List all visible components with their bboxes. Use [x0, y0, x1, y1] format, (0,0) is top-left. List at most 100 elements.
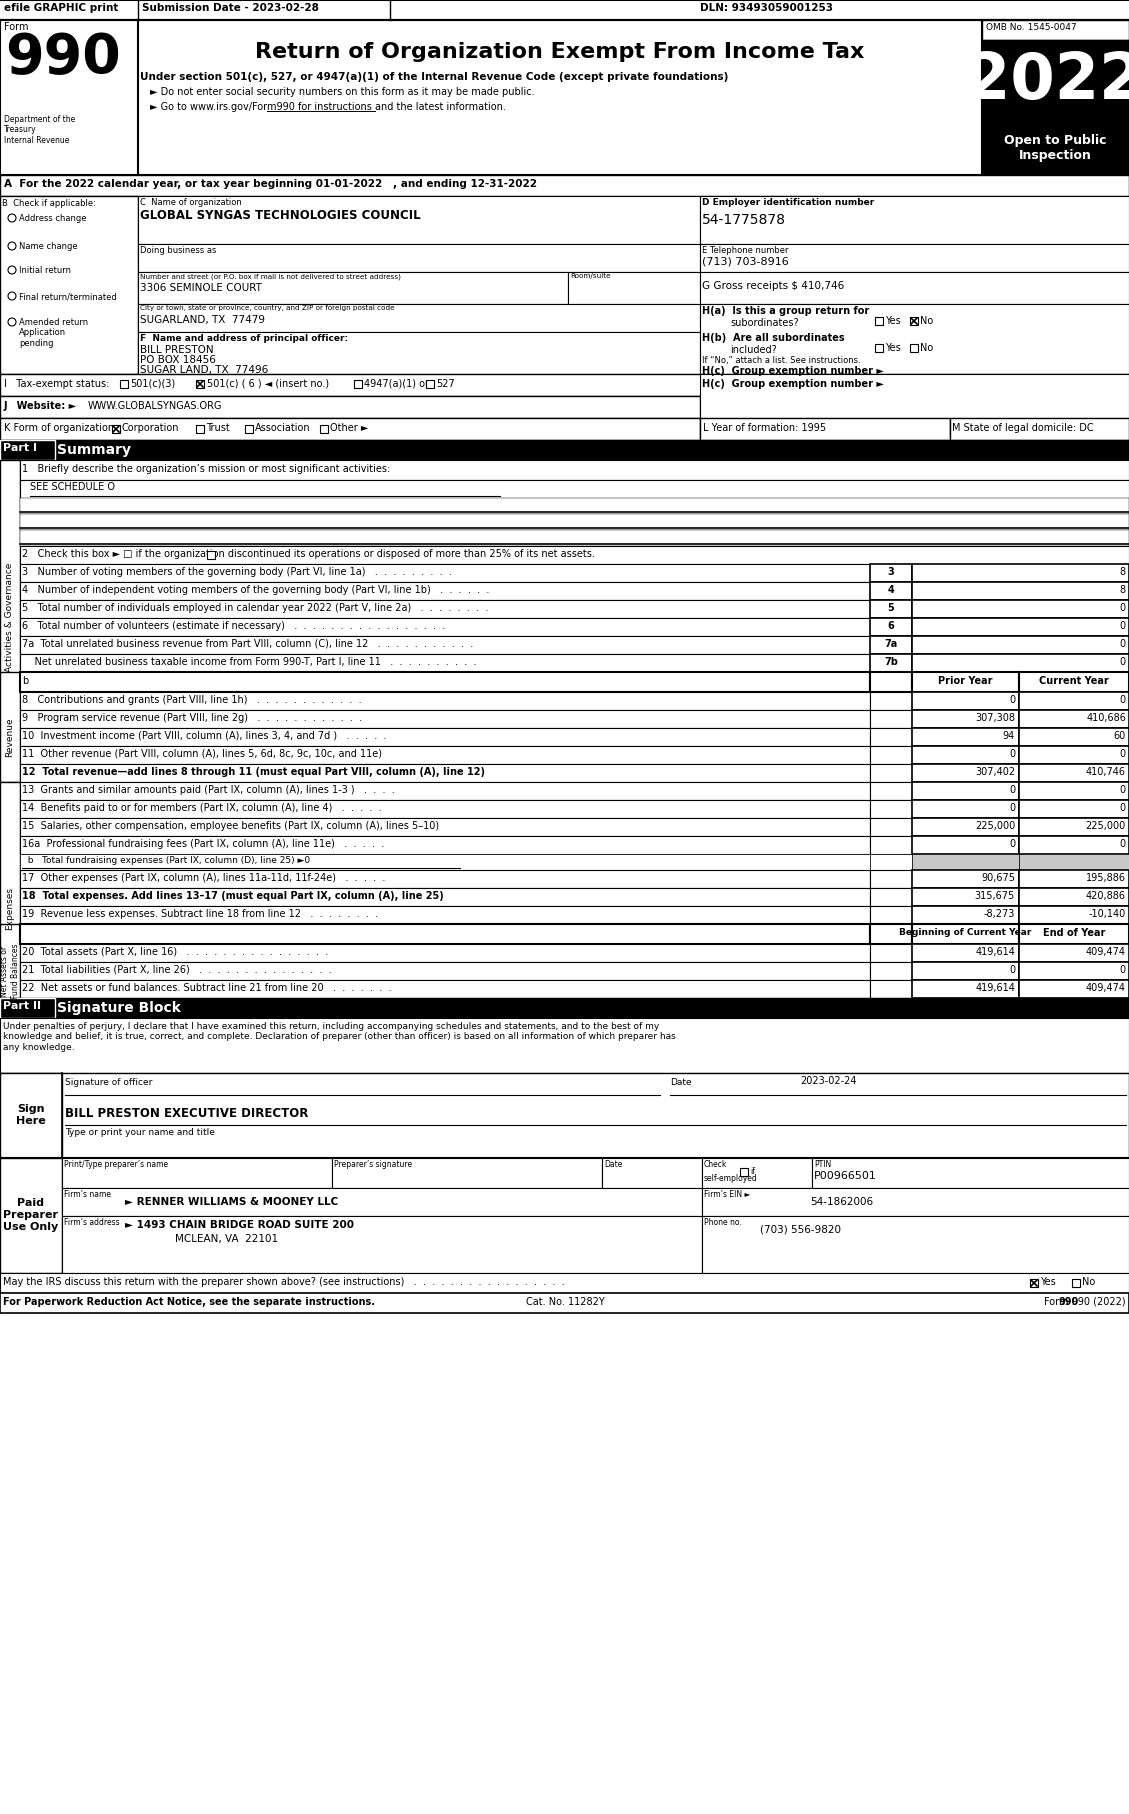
Text: ► Go to www.irs.gov/Form990 for instructions and the latest information.: ► Go to www.irs.gov/Form990 for instruct…: [150, 102, 506, 112]
Text: K Form of organization:: K Form of organization:: [5, 423, 117, 434]
Bar: [982, 20, 1129, 40]
Text: 10  Investment income (Part VIII, column (A), lines 3, 4, and 7d )   .  .  .  . : 10 Investment income (Part VIII, column …: [21, 731, 386, 740]
Bar: [870, 836, 912, 854]
Bar: [870, 871, 912, 889]
Text: I   Tax-exempt status:: I Tax-exempt status:: [5, 379, 110, 388]
Text: 0: 0: [1120, 965, 1126, 974]
Bar: [138, 196, 700, 245]
Text: G Gross receipts $ 410,746: G Gross receipts $ 410,746: [702, 281, 844, 290]
Bar: [20, 564, 870, 582]
Text: 18  Total expenses. Add lines 13–17 (must equal Part IX, column (A), line 25): 18 Total expenses. Add lines 13–17 (must…: [21, 891, 444, 902]
Bar: [870, 961, 912, 980]
Text: 0: 0: [1120, 695, 1126, 706]
Text: 195,886: 195,886: [1086, 873, 1126, 883]
Bar: [870, 764, 912, 782]
Bar: [20, 746, 870, 764]
Text: 6: 6: [887, 620, 894, 631]
Text: Firm’s EIN ►: Firm’s EIN ►: [704, 1190, 751, 1199]
Bar: [20, 764, 870, 782]
Bar: [1019, 782, 1129, 800]
Bar: [912, 889, 1019, 905]
Text: 419,614: 419,614: [975, 983, 1015, 992]
Text: Part I: Part I: [3, 443, 37, 454]
Text: Name change: Name change: [19, 241, 78, 250]
Text: For Paperwork Reduction Act Notice, see the separate instructions.: For Paperwork Reduction Act Notice, see …: [3, 1297, 375, 1308]
Bar: [138, 305, 700, 332]
Text: 19  Revenue less expenses. Subtract line 18 from line 12   .  .  .  .  .  .  .  : 19 Revenue less expenses. Subtract line …: [21, 909, 378, 920]
Text: WWW.GLOBALSYNGAS.ORG: WWW.GLOBALSYNGAS.ORG: [88, 401, 222, 412]
Bar: [245, 424, 253, 434]
Bar: [20, 513, 1129, 530]
Text: Under penalties of perjury, I declare that I have examined this return, includin: Under penalties of perjury, I declare th…: [3, 1021, 676, 1052]
Bar: [20, 980, 870, 998]
Bar: [700, 374, 1129, 417]
Bar: [870, 671, 912, 691]
Text: Activities & Governance: Activities & Governance: [6, 562, 15, 671]
Text: Firm’s name: Firm’s name: [64, 1190, 111, 1199]
Bar: [0, 395, 700, 417]
Bar: [355, 379, 362, 388]
Text: SEE SCHEDULE O: SEE SCHEDULE O: [30, 483, 115, 492]
Text: Department of the
Treasury
Internal Revenue: Department of the Treasury Internal Reve…: [5, 114, 76, 145]
Text: 2022: 2022: [966, 51, 1129, 112]
Circle shape: [8, 267, 16, 274]
Text: D Employer identification number: D Employer identification number: [702, 198, 874, 207]
Bar: [20, 582, 870, 600]
Bar: [20, 923, 870, 943]
Text: May the IRS discuss this return with the preparer shown above? (see instructions: May the IRS discuss this return with the…: [3, 1277, 564, 1286]
Text: Net Assets or
Fund Balances: Net Assets or Fund Balances: [0, 943, 19, 1000]
Text: 7b: 7b: [884, 657, 898, 668]
Bar: [20, 889, 870, 905]
Text: 9   Program service revenue (Part VIII, line 2g)   .  .  .  .  .  .  .  .  .  . : 9 Program service revenue (Part VIII, li…: [21, 713, 362, 724]
Bar: [912, 709, 1019, 727]
Text: 0: 0: [1120, 804, 1126, 813]
Bar: [20, 961, 870, 980]
Text: 4: 4: [887, 584, 894, 595]
Bar: [0, 174, 1129, 196]
Bar: [870, 655, 912, 671]
Text: 990: 990: [5, 31, 121, 85]
Text: Form: Form: [5, 22, 28, 33]
Bar: [20, 481, 1129, 499]
Text: 501(c) ( 6 ) ◄ (insert no.): 501(c) ( 6 ) ◄ (insert no.): [207, 379, 330, 388]
Bar: [20, 727, 870, 746]
Text: BILL PRESTON EXECUTIVE DIRECTOR: BILL PRESTON EXECUTIVE DIRECTOR: [65, 1107, 308, 1119]
Text: 225,000: 225,000: [1086, 822, 1126, 831]
Bar: [1019, 691, 1129, 709]
Text: Amended return
Application
pending: Amended return Application pending: [19, 317, 88, 348]
Text: b: b: [21, 677, 28, 686]
Text: 307,308: 307,308: [975, 713, 1015, 724]
Bar: [870, 691, 912, 709]
Bar: [0, 1074, 1129, 1157]
Bar: [0, 1293, 1129, 1313]
Bar: [0, 417, 700, 441]
Bar: [0, 998, 55, 1018]
Bar: [870, 923, 912, 943]
Bar: [870, 600, 912, 619]
Text: 2   Check this box ► □ if the organization discontinued its operations or dispos: 2 Check this box ► □ if the organization…: [21, 550, 595, 559]
Bar: [700, 196, 1129, 245]
Text: Date: Date: [669, 1078, 692, 1087]
Bar: [912, 980, 1019, 998]
Text: P00966501: P00966501: [814, 1172, 877, 1181]
Bar: [912, 782, 1019, 800]
Text: Initial return: Initial return: [19, 267, 71, 276]
Text: 7a  Total unrelated business revenue from Part VIII, column (C), line 12   .  . : 7a Total unrelated business revenue from…: [21, 639, 473, 649]
Bar: [875, 317, 883, 325]
Text: efile GRAPHIC print: efile GRAPHIC print: [5, 4, 119, 13]
Bar: [1019, 871, 1129, 889]
Text: included?: included?: [730, 345, 777, 356]
Text: Paid
Preparer
Use Only: Paid Preparer Use Only: [3, 1199, 59, 1232]
Bar: [912, 655, 1129, 671]
Text: Other ►: Other ►: [330, 423, 368, 434]
Text: 410,746: 410,746: [1086, 767, 1126, 776]
Text: Sign
Here: Sign Here: [16, 1105, 46, 1126]
Text: City or town, state or province, country, and ZIP or foreign postal code: City or town, state or province, country…: [140, 305, 395, 310]
Bar: [1019, 800, 1129, 818]
Text: 420,886: 420,886: [1086, 891, 1126, 902]
Text: Trust: Trust: [205, 423, 229, 434]
Bar: [870, 905, 912, 923]
Bar: [912, 923, 1019, 943]
Text: Print/Type preparer’s name: Print/Type preparer’s name: [64, 1159, 168, 1168]
Text: 0: 0: [1120, 602, 1126, 613]
